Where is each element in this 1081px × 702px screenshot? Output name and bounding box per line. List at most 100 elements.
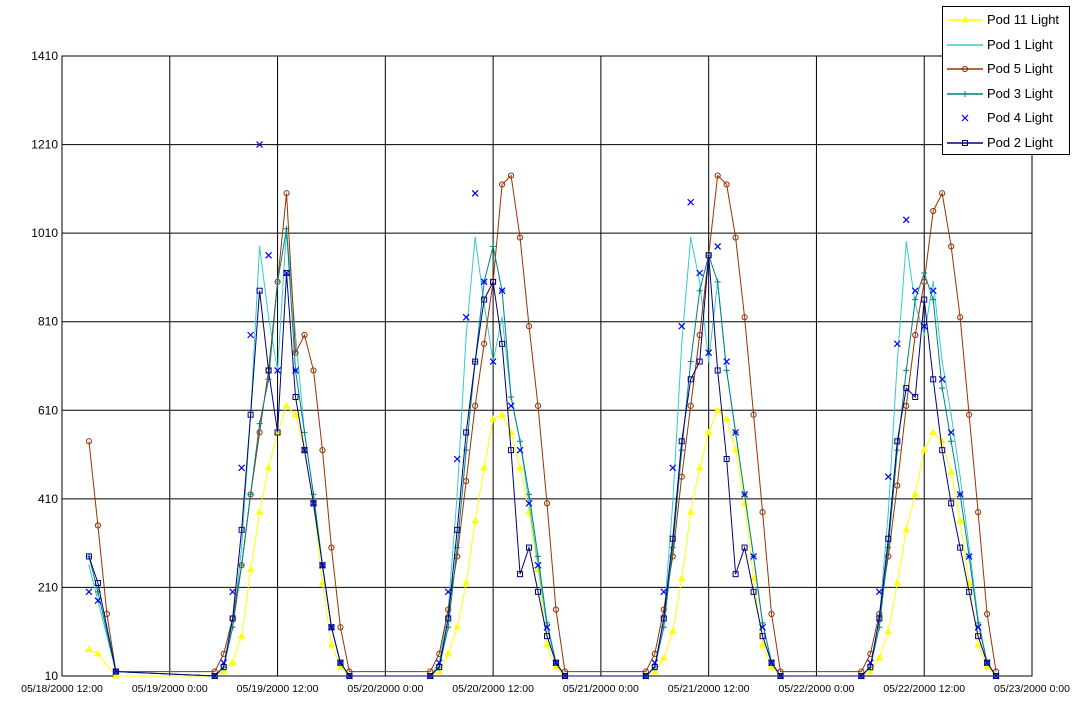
data-point — [887, 511, 890, 513]
data-point — [905, 241, 908, 243]
data-point — [247, 411, 254, 418]
x-tick-label: 05/19/2000 0:00 — [132, 683, 208, 695]
data-point — [256, 420, 263, 427]
data-point — [337, 659, 344, 666]
data-point — [750, 411, 757, 418]
data-point — [319, 562, 326, 569]
legend-swatch — [947, 139, 983, 146]
data-point — [731, 446, 740, 453]
data-point — [714, 243, 722, 250]
data-point — [660, 615, 667, 622]
data-point — [903, 367, 910, 374]
data-point — [525, 323, 533, 330]
data-point — [950, 413, 952, 416]
data-point — [561, 673, 568, 679]
data-point — [893, 579, 902, 586]
data-point — [659, 654, 668, 661]
data-point — [858, 673, 865, 679]
data-point — [668, 627, 677, 635]
data-point — [896, 360, 899, 363]
data-point — [957, 314, 964, 321]
data-point — [525, 499, 533, 507]
data-point — [346, 673, 353, 679]
data-point — [219, 667, 228, 675]
series-pod-2-light — [85, 252, 1000, 679]
data-point — [687, 198, 695, 206]
data-point — [929, 428, 938, 435]
data-point — [465, 334, 467, 336]
data-point — [961, 114, 969, 122]
data-point — [94, 597, 102, 605]
data-point — [283, 225, 290, 232]
legend-label: Pod 5 Light — [987, 61, 1053, 76]
y-tick-label: 1010 — [31, 226, 58, 240]
data-point — [957, 544, 964, 551]
data-point — [472, 402, 479, 409]
data-point — [939, 447, 946, 454]
data-point — [474, 236, 476, 239]
data-point — [301, 331, 308, 339]
data-point — [267, 316, 270, 319]
data-point — [696, 287, 703, 294]
data-point — [319, 447, 326, 454]
data-point — [516, 234, 524, 241]
data-point — [501, 316, 503, 319]
y-tick-label: 1410 — [31, 49, 58, 63]
data-point — [911, 287, 919, 295]
data-point — [318, 579, 327, 586]
data-point — [471, 517, 480, 524]
data-point — [462, 313, 470, 321]
data-point — [112, 672, 120, 679]
data-point — [875, 654, 884, 661]
data-point — [544, 619, 550, 626]
legend-item: Pod 5 Light — [943, 57, 1071, 81]
data-point — [723, 367, 730, 374]
data-point — [328, 544, 335, 551]
data-point — [480, 463, 489, 471]
data-point — [678, 438, 685, 445]
data-point — [85, 588, 93, 596]
data-point — [975, 509, 982, 516]
data-point — [642, 673, 649, 679]
data-point — [85, 438, 93, 445]
data-point — [256, 429, 263, 436]
data-point — [453, 455, 461, 463]
data-point — [741, 544, 748, 551]
data-point — [961, 65, 969, 73]
data-point — [220, 664, 227, 671]
data-point — [112, 668, 119, 675]
legend-swatch — [947, 16, 983, 23]
data-point — [993, 673, 1000, 679]
data-point — [974, 641, 982, 648]
data-point — [714, 172, 721, 179]
y-tick-label: 810 — [38, 315, 58, 329]
data-point — [498, 287, 506, 295]
data-point — [722, 415, 731, 422]
data-point — [543, 500, 551, 507]
data-point — [660, 606, 667, 613]
data-point — [947, 468, 956, 475]
data-point — [777, 673, 784, 679]
data-point — [247, 491, 254, 498]
data-point — [695, 463, 704, 471]
y-tick-label: 610 — [38, 403, 58, 417]
data-point — [714, 367, 721, 374]
data-point — [956, 517, 965, 524]
data-point — [669, 544, 676, 551]
data-point — [947, 429, 955, 436]
data-point — [310, 500, 317, 507]
data-point — [265, 376, 272, 383]
data-point — [930, 296, 937, 303]
legend-label: Pod 2 Light — [987, 134, 1053, 150]
data-point — [768, 610, 775, 618]
data-point — [962, 139, 968, 146]
data-point — [265, 251, 272, 259]
data-point — [923, 334, 926, 336]
data-point — [291, 410, 300, 418]
data-point — [687, 402, 694, 409]
data-point — [552, 659, 559, 666]
legend-item: Pod 4 Light — [943, 106, 1071, 130]
data-point — [975, 633, 982, 640]
data-point — [552, 606, 560, 613]
data-point — [938, 375, 946, 383]
